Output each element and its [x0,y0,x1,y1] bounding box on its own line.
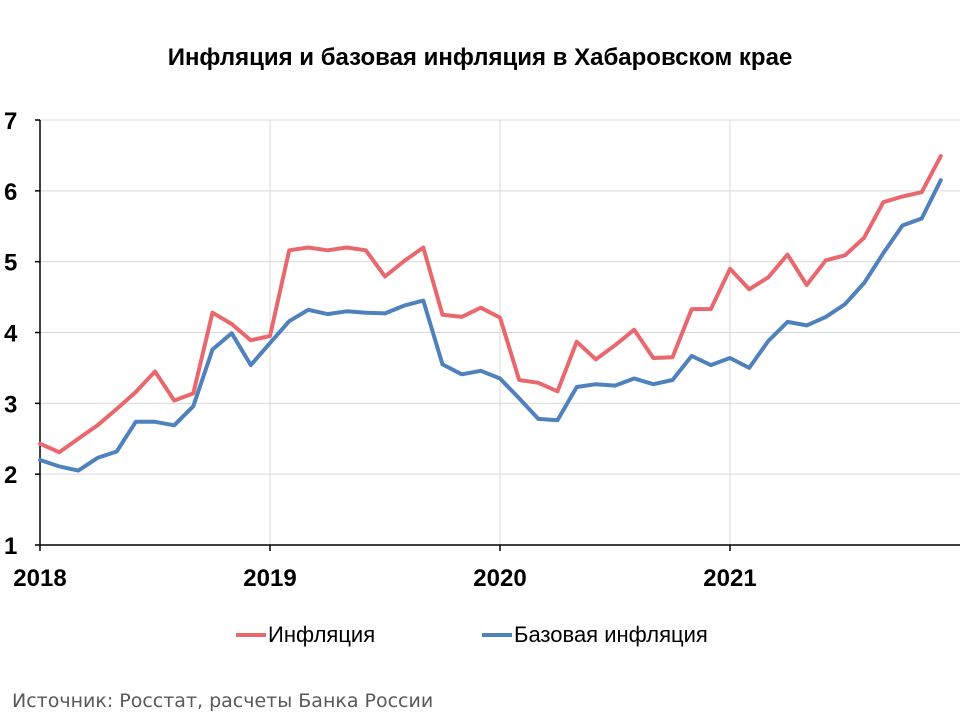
label-layer: 1 2 3 4 5 6 7 2018 2019 2020 2021 [4,108,757,592]
series-line-core-inflation [38,178,943,473]
axis-layer [35,119,960,551]
chart-title: Инфляция и базовая инфляция в Хабаровско… [167,44,793,71]
legend-swatch-inflation [236,633,266,637]
y-tick-label: 7 [4,108,17,135]
legend-label-core-inflation: Базовая инфляция [514,622,708,647]
series-line-inflation [38,154,943,455]
legend-swatch-core-inflation [482,633,512,637]
x-tick-label: 2020 [473,565,526,592]
x-tick-label: 2018 [13,565,66,592]
legend-item-inflation: Инфляция [236,622,375,648]
y-tick-label: 6 [4,179,17,206]
source-note: Источник: Росстат, расчеты Банка России [12,690,434,712]
x-tick-label: 2021 [703,565,756,592]
series-layer [38,154,943,473]
y-tick-label: 4 [4,321,18,348]
y-tick-label: 3 [4,391,17,418]
x-tick-label: 2019 [243,565,296,592]
legend-item-core-inflation: Базовая инфляция [482,622,708,648]
y-tick-label: 1 [4,533,17,560]
y-tick-label: 5 [4,250,17,277]
y-tick-label: 2 [4,462,17,489]
legend-label-inflation: Инфляция [268,622,376,647]
grid-layer [40,119,960,545]
